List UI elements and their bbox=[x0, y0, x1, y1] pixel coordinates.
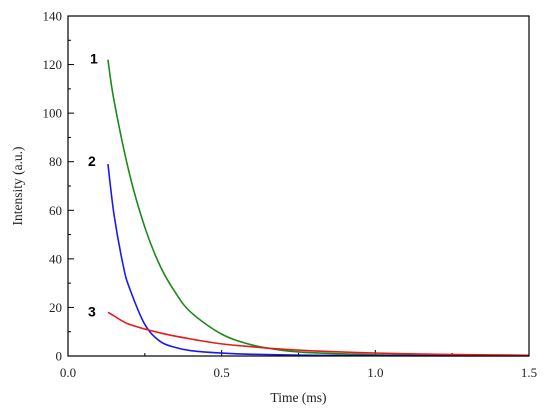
ticks-layer: 0.0 0.5 1.0 1.5 0 20 40 60 80 100 120 140 bbox=[43, 9, 538, 381]
series-line-3 bbox=[107, 311, 530, 357]
y-tick-label: 40 bbox=[49, 251, 62, 266]
x-tick-label: 0.0 bbox=[60, 365, 76, 380]
x-tick-label: 0.5 bbox=[214, 365, 230, 380]
series-layer: 1 2 3 bbox=[88, 51, 530, 357]
series-label-1: 1 bbox=[90, 51, 98, 67]
y-tick-label: 80 bbox=[49, 154, 62, 169]
y-tick-label: 120 bbox=[43, 57, 63, 72]
series-label-2: 2 bbox=[88, 153, 96, 169]
y-tick-label: 100 bbox=[43, 106, 63, 121]
x-axis-title: Time (ms) bbox=[270, 390, 326, 405]
y-tick-label: 0 bbox=[56, 349, 63, 364]
x-tick-label: 1.0 bbox=[367, 365, 383, 380]
y-tick-label: 60 bbox=[49, 203, 62, 218]
y-tick-label: 140 bbox=[43, 9, 63, 24]
series-line-2 bbox=[107, 164, 530, 357]
x-tick-label: 1.5 bbox=[521, 365, 537, 380]
plot-frame bbox=[67, 15, 530, 357]
y-tick-label: 20 bbox=[49, 300, 62, 315]
y-axis-title: Intensity (a.u.) bbox=[10, 146, 25, 225]
series-line-1 bbox=[107, 59, 530, 357]
series-label-3: 3 bbox=[88, 303, 96, 319]
